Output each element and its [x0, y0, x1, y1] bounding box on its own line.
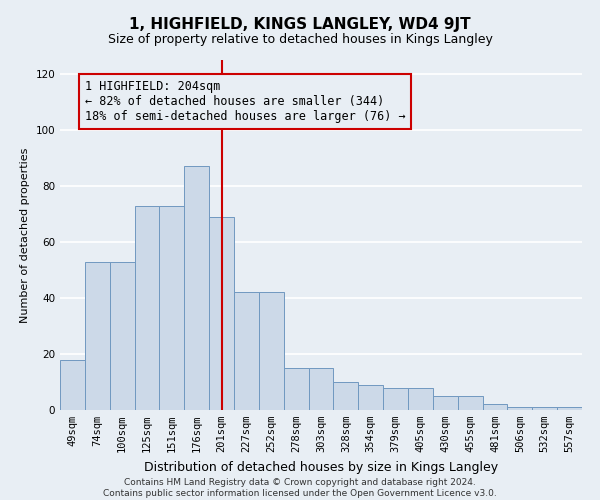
Bar — [358, 385, 383, 410]
Bar — [334, 382, 358, 410]
Text: Size of property relative to detached houses in Kings Langley: Size of property relative to detached ho… — [107, 32, 493, 46]
Bar — [557, 407, 582, 410]
Bar — [160, 206, 184, 410]
Bar — [234, 292, 259, 410]
Bar — [532, 407, 557, 410]
Bar — [482, 404, 508, 410]
Y-axis label: Number of detached properties: Number of detached properties — [20, 148, 30, 322]
Bar — [60, 360, 85, 410]
Bar — [508, 407, 532, 410]
Bar — [134, 206, 160, 410]
Text: 1, HIGHFIELD, KINGS LANGLEY, WD4 9JT: 1, HIGHFIELD, KINGS LANGLEY, WD4 9JT — [129, 18, 471, 32]
X-axis label: Distribution of detached houses by size in Kings Langley: Distribution of detached houses by size … — [144, 460, 498, 473]
Bar — [458, 396, 482, 410]
Text: 1 HIGHFIELD: 204sqm
← 82% of detached houses are smaller (344)
18% of semi-detac: 1 HIGHFIELD: 204sqm ← 82% of detached ho… — [85, 80, 406, 122]
Bar — [284, 368, 308, 410]
Bar — [408, 388, 433, 410]
Bar — [259, 292, 284, 410]
Text: Contains HM Land Registry data © Crown copyright and database right 2024.
Contai: Contains HM Land Registry data © Crown c… — [103, 478, 497, 498]
Bar — [383, 388, 408, 410]
Bar — [110, 262, 134, 410]
Bar — [209, 217, 234, 410]
Bar — [184, 166, 209, 410]
Bar — [433, 396, 458, 410]
Bar — [85, 262, 110, 410]
Bar — [308, 368, 334, 410]
